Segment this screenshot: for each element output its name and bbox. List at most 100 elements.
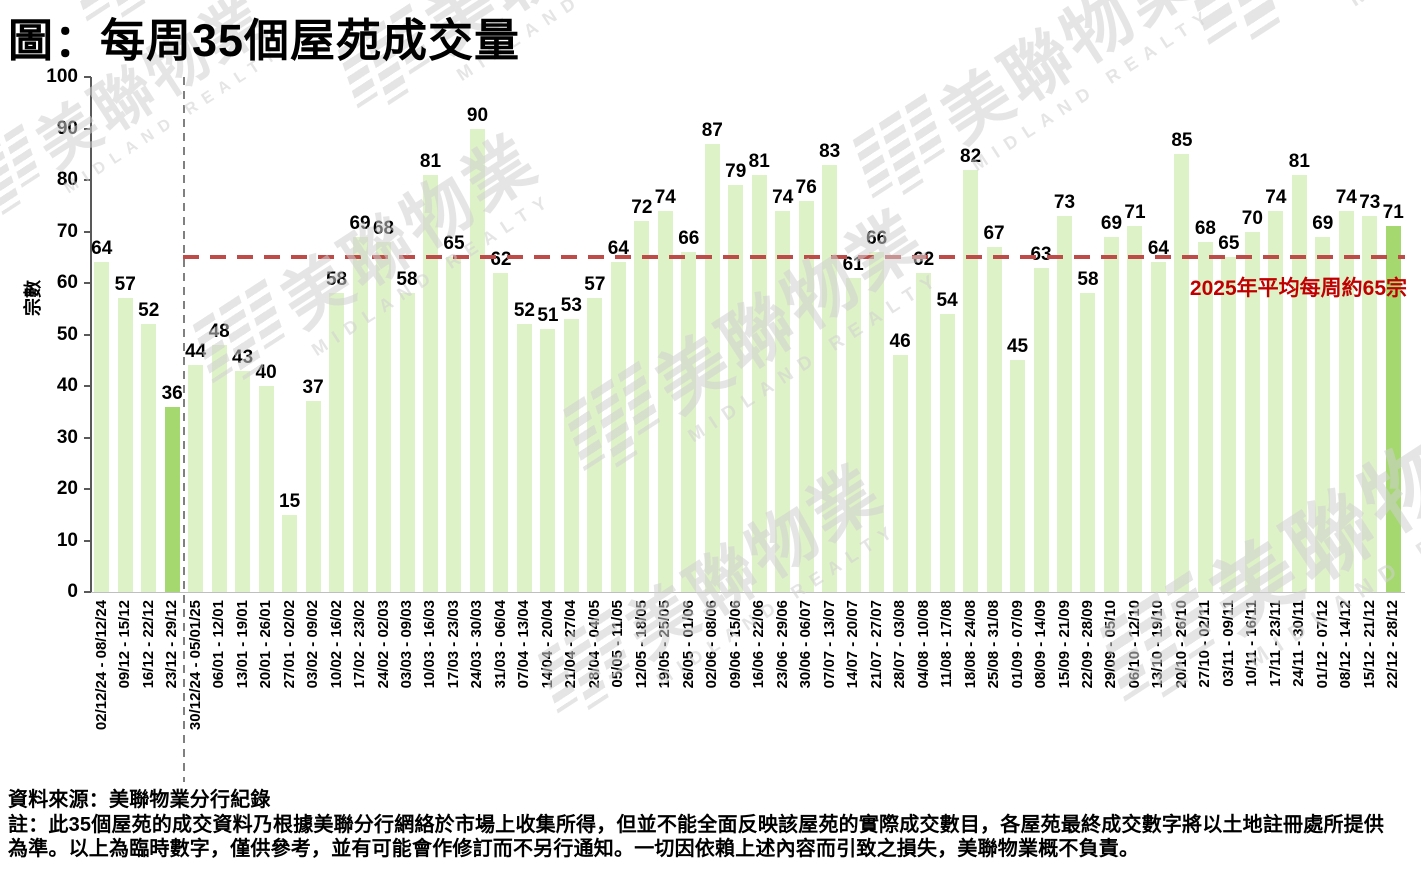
bar [1080, 293, 1096, 592]
bar-value-label: 81 [1288, 150, 1310, 172]
y-axis-tick [84, 127, 91, 130]
bar [681, 252, 697, 592]
y-axis-tick [84, 539, 91, 542]
bar [775, 210, 791, 592]
x-axis-label: 01/09 - 07/09 [1008, 600, 1026, 689]
bar-value-label: 15 [279, 490, 301, 512]
x-axis-label: 31/03 - 06/04 [491, 600, 509, 689]
bar [916, 272, 932, 592]
y-axis-line [90, 77, 92, 593]
average-line-label: 2025年平均每周約65宗 [1189, 277, 1407, 300]
bar [329, 293, 345, 592]
y-axis-tick-label: 10 [56, 529, 78, 551]
bar-value-label: 69 [1312, 212, 1334, 234]
x-axis-label: 03/03 - 09/03 [398, 600, 415, 689]
bar-value-label: 82 [960, 145, 982, 167]
y-axis-tick-label: 80 [56, 169, 78, 190]
footer-note-line-1: 註：此35個屋苑的成交資料乃根據美聯分行網絡於市場上收集所得，但並不能全面反映該… [8, 813, 1385, 836]
bar-value-label: 45 [1006, 336, 1029, 358]
x-axis-label: 03/02 - 09/02 [304, 600, 322, 689]
x-axis-label: 20/01 - 26/01 [257, 600, 275, 689]
bar [1150, 262, 1166, 592]
bar-value-label: 57 [584, 274, 606, 296]
bar-value-label: 62 [901, 249, 947, 271]
bar-value-label: 62 [478, 249, 524, 271]
y-axis-tick [84, 436, 91, 439]
y-axis-tick [84, 76, 91, 78]
y-axis-tick-label: 90 [56, 117, 78, 139]
bar [235, 370, 251, 592]
x-axis-label: 10/03 - 16/03 [421, 600, 439, 689]
x-axis-label: 09/12 - 15/12 [116, 600, 134, 689]
x-axis-label: 18/08 - 24/08 [961, 600, 979, 689]
x-axis-label: 02/12/24 - 08/12/24 [92, 600, 110, 731]
y-axis-tick [84, 385, 91, 387]
bar-value-label: 70 [1241, 207, 1263, 229]
bar [892, 355, 908, 592]
bar [376, 241, 392, 592]
bar-value-label: 44 [185, 341, 207, 363]
bar-value-label: 58 [1077, 269, 1099, 291]
bar [258, 386, 274, 592]
y-axis-tick-label: 30 [56, 426, 78, 448]
bar-value-label: 57 [114, 274, 136, 296]
page-title: 圖：每周35個屋苑成交量 [8, 15, 521, 66]
x-axis-label: 01/12 - 07/12 [1313, 600, 1331, 689]
bar [1315, 236, 1331, 592]
x-axis-label: 15/12 - 21/12 [1360, 600, 1378, 689]
footer-note-line-2: 為準。以上為臨時數字，僅供參考，並有可能會作修訂而不另行通知。一切因依賴上述內容… [8, 838, 1140, 860]
bar-value-label: 64 [91, 238, 113, 260]
bar [1244, 231, 1260, 592]
y-axis-tick [84, 488, 91, 490]
bar-value-label: 69 [1100, 212, 1123, 234]
bar [822, 164, 838, 592]
x-axis-label: 19/05 - 25/05 [656, 600, 674, 689]
x-axis-label: 06/10 - 12/10 [1125, 600, 1143, 689]
bar [141, 324, 157, 592]
bar [1221, 257, 1237, 592]
x-axis-label: 15/09 - 21/09 [1055, 600, 1073, 689]
y-axis-tick [84, 230, 91, 233]
bar-value-label: 53 [560, 295, 582, 317]
bar [939, 313, 955, 592]
x-axis-label: 13/01 - 19/01 [233, 600, 251, 689]
bar [869, 252, 885, 592]
bar-value-label: 74 [1335, 186, 1357, 208]
average-line [182, 255, 1405, 260]
x-axis-label: 24/03 - 30/03 [468, 600, 486, 689]
x-axis-label: 29/09 - 05/10 [1102, 600, 1120, 689]
x-axis-label: 16/06 - 22/06 [750, 600, 768, 689]
bar [963, 169, 979, 592]
x-axis-label: 30/06 - 06/07 [797, 600, 815, 689]
x-axis-label: 27/10 - 02/11 [1196, 600, 1214, 688]
bar [728, 185, 744, 592]
y-axis-tick-label: 20 [56, 478, 78, 499]
bar [657, 210, 673, 592]
bar-value-label: 81 [748, 150, 770, 172]
bar-value-label: 71 [1124, 202, 1146, 224]
x-axis-label: 23/06 - 29/06 [773, 600, 791, 689]
y-axis-tick-label: 60 [56, 272, 78, 293]
x-axis-label: 21/04 - 27/04 [562, 600, 580, 689]
bar-value-label: 85 [1171, 130, 1193, 152]
x-axis-label: 08/12 - 14/12 [1337, 600, 1355, 689]
y-axis-tick [84, 179, 91, 181]
bar-value-label: 64 [607, 238, 629, 260]
bar [1057, 216, 1072, 592]
bar [1103, 236, 1119, 592]
bar [563, 319, 579, 592]
y-axis-tick-label: 100 [46, 66, 78, 87]
y-axis-tick-label: 40 [56, 375, 78, 396]
bar [1291, 174, 1307, 592]
bar [493, 272, 509, 592]
x-axis-label: 06/01 - 12/01 [210, 600, 228, 689]
bar-value-label: 79 [725, 161, 747, 183]
x-axis-label: 21/07 - 27/07 [867, 600, 885, 689]
y-axis-tick [84, 282, 91, 284]
bar [282, 514, 298, 592]
bar [587, 298, 603, 592]
x-axis-label: 16/12 - 22/12 [139, 600, 157, 689]
x-axis-label: 30/12/24 - 05/01/25 [186, 600, 204, 731]
bar [610, 262, 626, 592]
x-axis-label: 24/02 - 02/03 [374, 600, 392, 689]
